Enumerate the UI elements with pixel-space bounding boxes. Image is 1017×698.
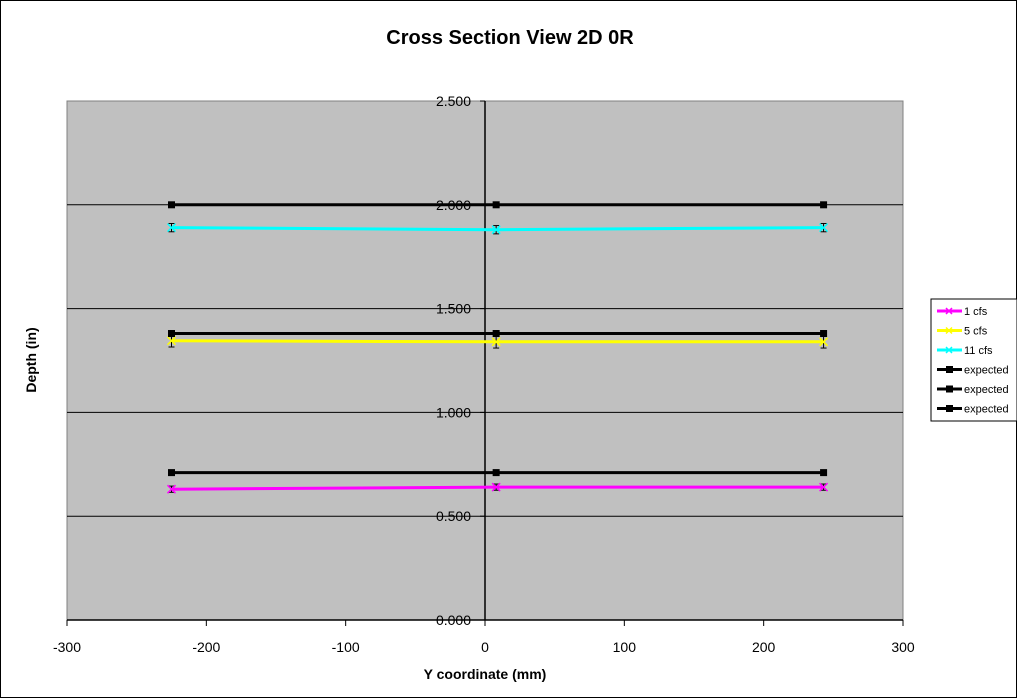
data-point — [491, 225, 501, 235]
legend-item: expected — [937, 404, 1009, 416]
data-point — [168, 201, 175, 209]
data-point — [819, 482, 829, 492]
x-tick-label: 100 — [613, 639, 637, 655]
legend-marker — [945, 326, 953, 335]
legend-label: expected — [964, 384, 1009, 396]
x-tick-label: 200 — [752, 639, 776, 655]
y-tick-label: 0.000 — [436, 612, 471, 628]
axes — [66, 100, 904, 626]
x-tick-label: -100 — [332, 639, 360, 655]
x-axis-title: Y coordinate (mm) — [424, 666, 547, 682]
legend-item: 5 cfs — [937, 326, 988, 338]
x-tick-label: 300 — [891, 639, 915, 655]
legend-marker — [946, 366, 953, 373]
data-point — [166, 336, 177, 346]
data-point — [492, 330, 500, 338]
legend-marker — [946, 405, 953, 412]
legend-label: 5 cfs — [964, 326, 988, 338]
y-axis-title: Depth (in) — [23, 327, 39, 392]
legend-label: 11 cfs — [964, 345, 993, 357]
legend-marker — [945, 346, 953, 354]
legend-item: expected — [937, 365, 1009, 377]
data-point — [491, 337, 501, 347]
data-point — [820, 469, 828, 477]
legend-marker — [946, 385, 953, 393]
series-5 — [168, 201, 828, 209]
data-point — [819, 337, 829, 347]
data-point — [168, 330, 175, 338]
series-2 — [166, 222, 829, 235]
legend-label: expected — [964, 365, 1009, 377]
data-point — [492, 201, 500, 209]
series-1 — [166, 334, 829, 349]
legend: 1 cfs 5 cfs 11 cfs expected expected expected — [930, 298, 1017, 422]
legend-label: expected — [964, 404, 1009, 416]
chart-title: Cross Section View 2D 0R — [386, 27, 634, 49]
data-point — [168, 469, 175, 477]
x-tick-label: -200 — [192, 639, 220, 655]
data-point — [820, 201, 828, 209]
legend-item: 11 cfs — [937, 345, 993, 357]
data-point — [492, 469, 500, 477]
data-point — [166, 223, 177, 233]
y-tick-label: 1.500 — [436, 301, 471, 317]
legend-box — [930, 298, 1017, 422]
data-point — [820, 330, 828, 338]
data-point — [166, 484, 177, 494]
x-tick-labels: -300 -200 -100 0 100 200 300 — [53, 639, 915, 655]
x-tick-label: 0 — [481, 639, 489, 655]
series-4 — [168, 330, 828, 338]
data-point — [491, 482, 501, 492]
y-tick-label: 0.500 — [436, 508, 471, 524]
legend-item: expected — [937, 384, 1009, 396]
y-tick-label: 2.500 — [436, 93, 471, 109]
y-tick-label: 1.000 — [436, 404, 471, 420]
series-layer — [166, 201, 829, 494]
data-point — [819, 223, 829, 233]
series-3 — [168, 469, 828, 477]
x-tick-label: -300 — [53, 639, 81, 655]
series-0 — [166, 482, 829, 494]
legend-item: 1 cfs — [937, 306, 988, 318]
legend-label: 1 cfs — [964, 306, 988, 318]
legend-marker — [945, 307, 953, 315]
